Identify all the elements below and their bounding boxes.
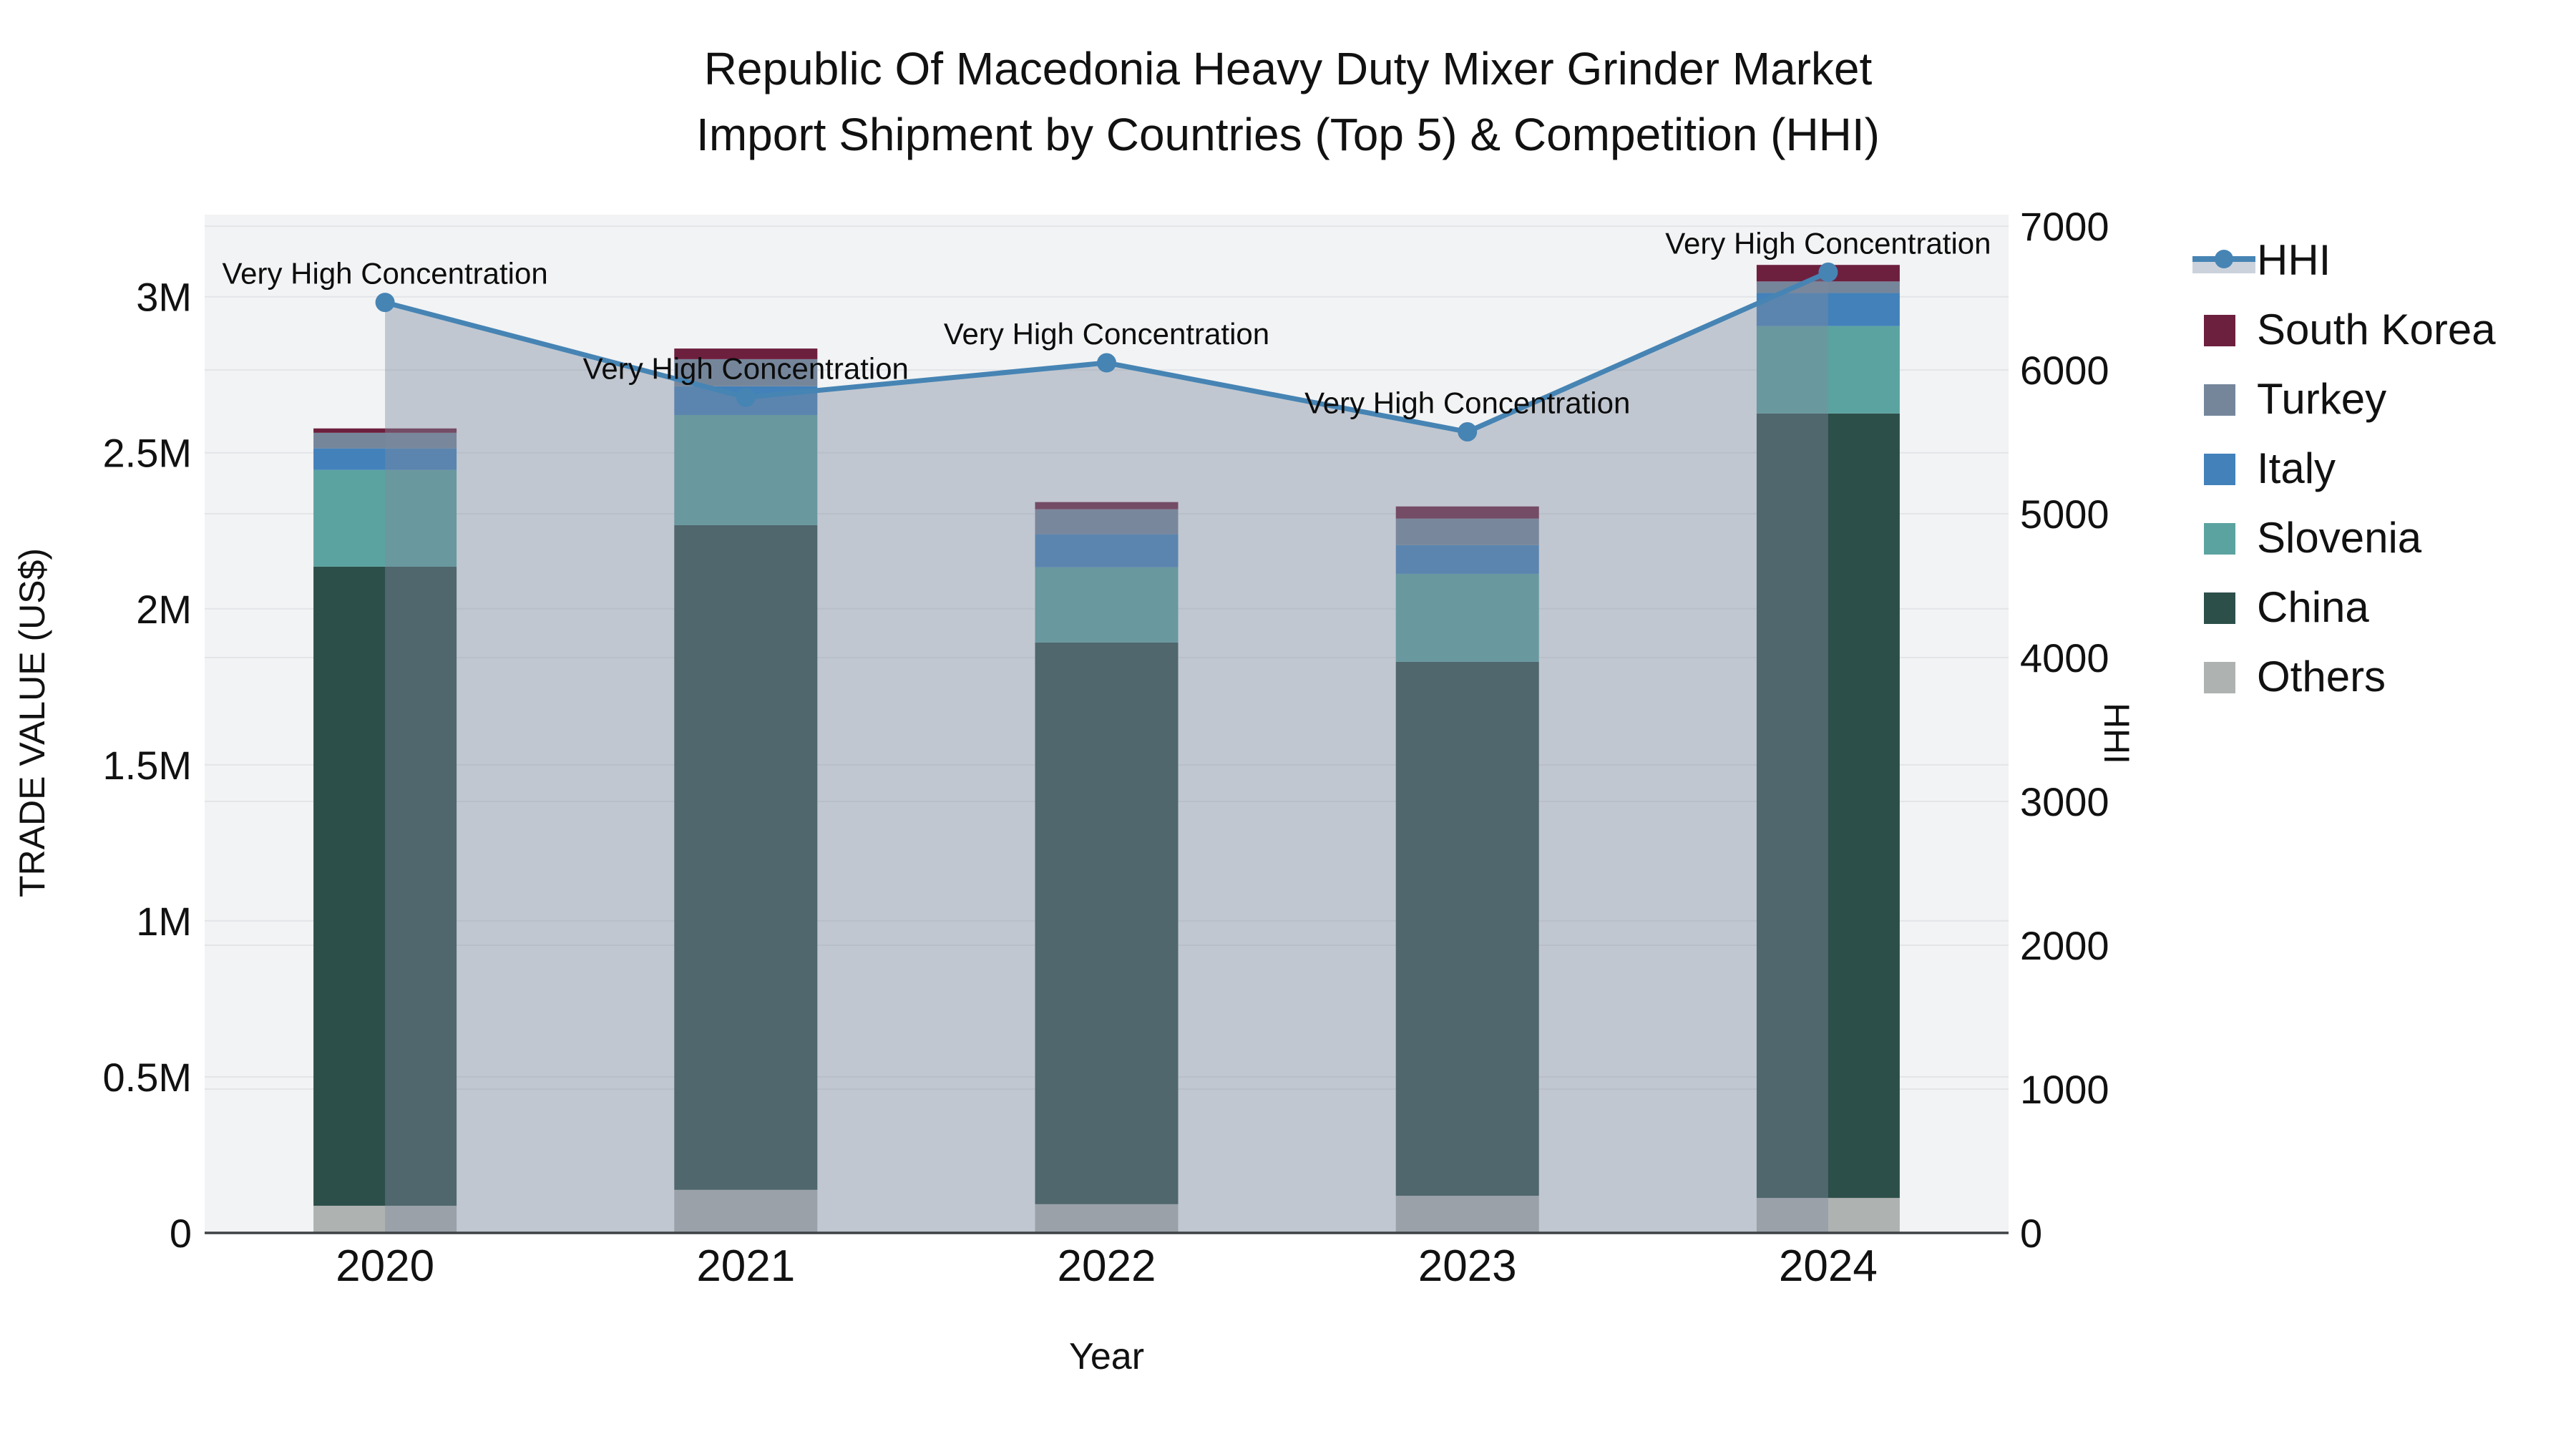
bar-segment-others-2023[interactable]: [1395, 1196, 1539, 1233]
legend: HHI South Korea Turkey Italy Slovenia China Ot…: [2191, 236, 2496, 722]
bar-segment-others-2022[interactable]: [1035, 1204, 1179, 1233]
legend-item-turkey[interactable]: Turkey: [2191, 375, 2496, 424]
legend-item-italy[interactable]: Italy: [2191, 444, 2496, 493]
legend-swatch-icon: [2191, 657, 2257, 697]
x-tick-label-2024: 2024: [1779, 1241, 1878, 1291]
legend-item-others[interactable]: Others: [2191, 653, 2496, 701]
y-left-tick-label: 2.5M: [103, 431, 192, 476]
bar-segment-china-2023[interactable]: [1395, 661, 1539, 1196]
legend-label: HHI: [2257, 236, 2331, 284]
chart-title: Republic Of Macedonia Heavy Duty Mixer G…: [0, 36, 2576, 167]
bar-segment-slovenia-2023[interactable]: [1395, 573, 1539, 662]
y-left-tick-label: 0.5M: [103, 1055, 192, 1100]
annotation-2023: Very High Concentration: [1304, 386, 1630, 419]
hhi-marker-2024[interactable]: [1818, 262, 1838, 282]
legend-label: Slovenia: [2257, 514, 2422, 562]
bar-segment-south-korea-2023[interactable]: [1395, 506, 1539, 519]
bar-segment-others-2021[interactable]: [674, 1189, 818, 1233]
legend-item-hhi[interactable]: HHI: [2191, 236, 2496, 285]
y-right-tick-label: 5000: [2020, 492, 2109, 537]
bar-segment-china-2021[interactable]: [674, 525, 818, 1190]
legend-swatch-icon: [2191, 379, 2257, 419]
x-tick-label-2021: 2021: [696, 1241, 795, 1291]
bar-segment-china-2020[interactable]: [313, 566, 457, 1206]
legend-swatch-icon: [2191, 518, 2257, 558]
annotation-2024: Very High Concentration: [1665, 226, 1991, 260]
legend-swatch-icon: [2191, 449, 2257, 489]
x-tick-label-2022: 2022: [1058, 1241, 1156, 1291]
y-right-tick-label: 3000: [2020, 779, 2109, 824]
annotation-2021: Very High Concentration: [583, 351, 909, 385]
legend-item-south-korea[interactable]: South Korea: [2191, 306, 2496, 354]
legend-item-china[interactable]: China: [2191, 583, 2496, 632]
bar-segment-slovenia-2021[interactable]: [674, 414, 818, 525]
legend-label: South Korea: [2257, 306, 2496, 353]
legend-swatch-icon: [2191, 587, 2257, 628]
legend-label: Others: [2257, 653, 2386, 701]
legend-swatch-icon: [2191, 310, 2257, 350]
y-left-tick-label: 1M: [136, 899, 192, 944]
y-left-tick-label: 1.5M: [103, 743, 192, 788]
bar-segment-turkey-2021[interactable]: [674, 358, 818, 386]
bar-segment-china-2022[interactable]: [1035, 642, 1179, 1204]
chart-title-line2: Import Shipment by Countries (Top 5) & C…: [696, 109, 1880, 160]
legend-label: Turkey: [2257, 375, 2387, 423]
legend-label: Italy: [2257, 444, 2336, 492]
bar-segment-italy-2023[interactable]: [1395, 545, 1539, 574]
legend-label: China: [2257, 583, 2369, 631]
bar-segment-italy-2022[interactable]: [1035, 534, 1179, 567]
chart-title-line1: Republic Of Macedonia Heavy Duty Mixer G…: [703, 43, 1873, 94]
hhi-marker-2021[interactable]: [736, 387, 756, 407]
x-axis-title: Year: [1068, 1336, 1145, 1377]
y-left-tick-label: 3M: [136, 275, 192, 320]
bar-segment-italy-2020[interactable]: [313, 448, 457, 470]
bar-segment-slovenia-2020[interactable]: [313, 469, 457, 567]
x-tick-label-2020: 2020: [336, 1241, 434, 1291]
hhi-line-legend-icon: [2191, 240, 2257, 280]
bar-segment-turkey-2023[interactable]: [1395, 518, 1539, 545]
bar-segment-china-2024[interactable]: [1756, 413, 1900, 1199]
bar-segment-south-korea-2021[interactable]: [674, 348, 818, 359]
hhi-area-fill[interactable]: [385, 272, 1828, 1233]
bar-segment-south-korea-2020[interactable]: [313, 428, 457, 433]
bar-segment-italy-2024[interactable]: [1756, 293, 1900, 326]
bar-segment-turkey-2020[interactable]: [313, 432, 457, 449]
y-right-tick-label: 0: [2020, 1211, 2042, 1256]
hhi-marker-2020[interactable]: [375, 293, 395, 313]
y-left-axis-title: TRADE VALUE (US$): [12, 547, 52, 898]
x-tick-label-2023: 2023: [1418, 1241, 1517, 1291]
legend-item-slovenia[interactable]: Slovenia: [2191, 514, 2496, 562]
y-left-tick-label: 2M: [136, 587, 192, 632]
hhi-marker-2022[interactable]: [1097, 353, 1116, 373]
y-right-tick-label: 6000: [2020, 348, 2109, 393]
bar-segment-slovenia-2022[interactable]: [1035, 567, 1179, 643]
bar-segment-others-2024[interactable]: [1756, 1198, 1900, 1233]
bar-segment-others-2020[interactable]: [313, 1206, 457, 1233]
annotation-2022: Very High Concentration: [944, 317, 1269, 351]
y-left-tick-label: 0: [170, 1211, 192, 1256]
y-right-tick-label: 4000: [2020, 635, 2109, 680]
hhi-marker-2023[interactable]: [1458, 421, 1478, 441]
y-right-axis-title: HHI: [2097, 702, 2137, 765]
bar-segment-south-korea-2022[interactable]: [1035, 502, 1179, 509]
y-right-tick-label: 2000: [2020, 923, 2109, 968]
y-right-tick-label: 7000: [2020, 204, 2109, 249]
y-right-tick-label: 1000: [2020, 1067, 2109, 1112]
bar-segment-slovenia-2024[interactable]: [1756, 326, 1900, 414]
annotation-2020: Very High Concentration: [222, 257, 547, 291]
bar-segment-turkey-2022[interactable]: [1035, 509, 1179, 535]
